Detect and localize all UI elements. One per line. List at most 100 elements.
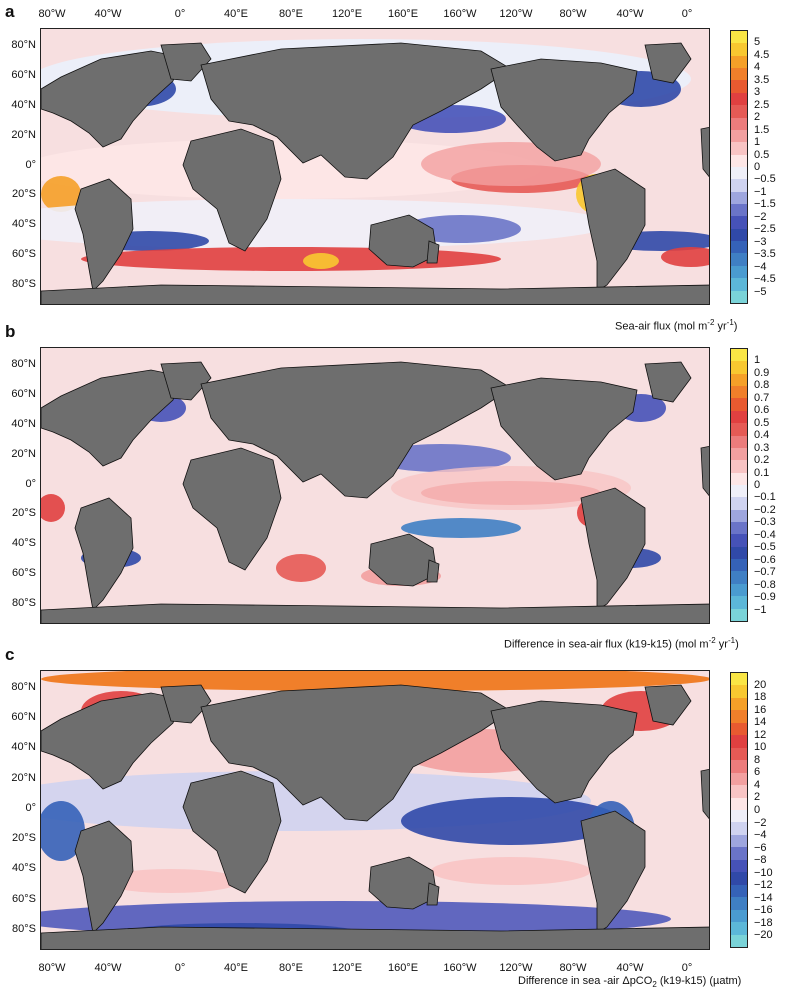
colorbar-segment: [731, 265, 747, 279]
colorbar-tick-label: 0.5: [754, 416, 770, 429]
bottom-longitude-tick: 120°W: [499, 962, 533, 974]
colorbar-tick-label: −14: [754, 891, 773, 904]
colorbar-segment: [731, 884, 747, 898]
colorbar-tick-label: −0.6: [754, 553, 776, 566]
panel-b-map-svg: [41, 348, 709, 623]
bottom-longitude-tick: 40°W: [616, 962, 644, 974]
colorbar-tick-label: −1.5: [754, 198, 776, 211]
colorbar-segment: [731, 484, 747, 498]
bottom-longitude-tick: 160°E: [387, 962, 419, 974]
top-longitude-tick: 80°W: [559, 8, 587, 20]
panel-c-colorbar: [730, 672, 748, 948]
colorbar-tick-label: −5: [754, 285, 767, 298]
colorbar-tick-label: −0.2: [754, 503, 776, 516]
bottom-longitude-tick: 80°W: [38, 962, 66, 974]
landmass: [74, 178, 134, 292]
colorbar-segment: [731, 747, 747, 761]
colorbar-tick-label: 16: [754, 703, 767, 716]
colorbar-tick-label: −8: [754, 854, 767, 867]
latitude-tick: 40°S: [12, 218, 36, 231]
landmass: [41, 692, 182, 790]
flux-region: [41, 671, 709, 691]
landmass: [200, 361, 512, 499]
colorbar-tick-label: 0.8: [754, 379, 770, 392]
panel-a-caption: Sea-air flux (mol m-2 yr-1): [615, 318, 738, 333]
landmass: [74, 497, 134, 611]
colorbar-tick-label: 4: [754, 61, 761, 74]
colorbar-tick-label: 0.4: [754, 429, 770, 442]
colorbar-segment: [731, 859, 747, 873]
colorbar-segment: [731, 410, 747, 424]
colorbar-tick-label: 1.5: [754, 123, 770, 136]
colorbar-tick-label: −4: [754, 260, 767, 273]
panel-b-colorbar: [730, 348, 748, 622]
colorbar-tick-label: −4.5: [754, 273, 776, 286]
panel-c-letter: c: [5, 645, 15, 664]
landmass: [426, 882, 440, 906]
colorbar-segment: [731, 68, 747, 81]
landmass: [490, 58, 638, 162]
top-longitude-tick: 80°W: [38, 8, 66, 20]
panel-a-map: [40, 28, 710, 305]
latitude-tick: 20°N: [11, 447, 36, 460]
colorbar-segment: [731, 497, 747, 510]
landmass: [160, 42, 212, 82]
landmass: [200, 684, 512, 822]
colorbar-tick-label: −0.5: [754, 173, 776, 186]
colorbar-tick-label: 0.9: [754, 366, 770, 379]
landmass: [41, 603, 709, 623]
colorbar-tick-label: −18: [754, 916, 773, 929]
colorbar-tick-label: 14: [754, 716, 767, 729]
colorbar-segment: [731, 673, 747, 686]
flux-region: [391, 466, 631, 510]
landmass: [368, 856, 438, 910]
landmass: [182, 770, 282, 894]
bottom-longitude-tick: 80°W: [559, 962, 587, 974]
colorbar-tick-label: 12: [754, 728, 767, 741]
colorbar-segment: [731, 117, 747, 130]
bottom-longitude-tick: 40°W: [94, 962, 122, 974]
bottom-longitude-tick: 0°: [681, 962, 693, 974]
top-longitude-tick: 0°: [174, 8, 186, 20]
colorbar-segment: [731, 809, 747, 823]
latitude-tick: 60°N: [11, 387, 36, 400]
latitude-tick: 60°N: [11, 711, 36, 724]
latitude-tick: 80°N: [11, 39, 36, 51]
bottom-longitude-tick: 160°W: [443, 962, 477, 974]
colorbar-segment: [731, 872, 747, 885]
flux-region: [661, 247, 709, 267]
colorbar-segment: [731, 522, 747, 535]
colorbar-segment: [731, 909, 747, 923]
colorbar-segment: [731, 596, 747, 609]
colorbar-tick-label: 0.7: [754, 391, 770, 404]
colorbar-segment: [731, 241, 747, 254]
top-longitude-tick: 120°W: [499, 8, 533, 20]
latitude-tick: 20°S: [12, 832, 36, 845]
colorbar-segment: [731, 934, 747, 947]
landmass: [490, 377, 638, 481]
landmass: [41, 50, 182, 148]
colorbar-segment: [731, 216, 747, 229]
colorbar-segment: [731, 583, 747, 597]
landmass: [182, 128, 282, 252]
landmass: [644, 361, 692, 403]
latitude-tick: 20°N: [11, 771, 36, 784]
colorbar-segment: [731, 31, 747, 44]
latitude-tick: 80°S: [12, 922, 36, 935]
latitude-tick: 60°S: [12, 892, 36, 905]
flux-region: [401, 518, 521, 538]
colorbar-tick-label: −6: [754, 841, 767, 854]
colorbar-tick-label: 2: [754, 111, 761, 124]
panel-b-caption: Difference in sea-air flux (k19-k15) (mo…: [504, 636, 739, 651]
colorbar-segment: [731, 685, 747, 698]
bottom-longitude-tick: 80°E: [279, 962, 303, 974]
colorbar-segment: [731, 435, 747, 448]
colorbar-tick-label: 0.6: [754, 404, 770, 417]
flux-region: [303, 253, 339, 269]
colorbar-tick-label: −2: [754, 816, 767, 829]
colorbar-segment: [731, 447, 747, 461]
colorbar-segment: [731, 822, 747, 835]
latitude-tick: 60°S: [12, 567, 36, 580]
colorbar-segment: [731, 92, 747, 106]
colorbar-tick-label: −0.3: [754, 516, 776, 529]
